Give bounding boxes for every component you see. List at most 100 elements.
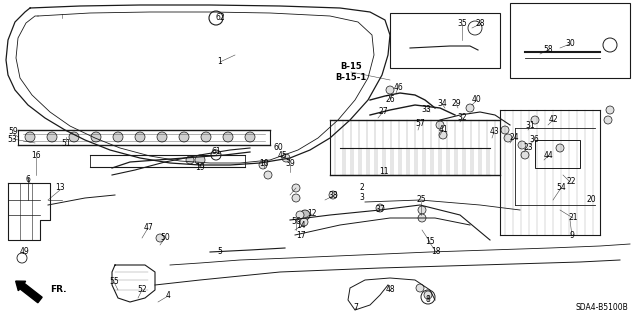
Circle shape <box>329 191 337 199</box>
Text: 10: 10 <box>259 160 269 168</box>
Text: 6: 6 <box>26 175 31 184</box>
Circle shape <box>69 132 79 142</box>
Text: 8: 8 <box>426 295 430 305</box>
Text: 11: 11 <box>380 167 388 176</box>
Circle shape <box>606 106 614 114</box>
Circle shape <box>386 86 394 94</box>
Text: 35: 35 <box>457 19 467 28</box>
Circle shape <box>195 155 205 165</box>
Text: 42: 42 <box>548 115 558 124</box>
Text: 57: 57 <box>415 120 425 129</box>
Text: 48: 48 <box>385 286 395 294</box>
Text: FR.: FR. <box>50 286 67 294</box>
Circle shape <box>424 291 432 299</box>
Text: 62: 62 <box>215 13 225 23</box>
Circle shape <box>439 131 447 139</box>
Circle shape <box>292 184 300 192</box>
Text: 51: 51 <box>61 138 71 147</box>
Text: 2: 2 <box>360 183 364 192</box>
Text: 9: 9 <box>570 232 575 241</box>
Text: 21: 21 <box>568 213 578 222</box>
Text: 40: 40 <box>472 95 482 105</box>
Text: 38: 38 <box>328 191 338 201</box>
Circle shape <box>416 284 424 292</box>
Text: 28: 28 <box>476 19 484 28</box>
Circle shape <box>135 132 145 142</box>
Circle shape <box>156 234 164 242</box>
Text: 20: 20 <box>586 196 596 204</box>
Circle shape <box>518 141 526 149</box>
Circle shape <box>201 132 211 142</box>
Circle shape <box>531 116 539 124</box>
Text: 31: 31 <box>525 122 535 130</box>
Circle shape <box>264 171 272 179</box>
Text: 24: 24 <box>509 133 519 143</box>
Circle shape <box>223 132 233 142</box>
Text: 60: 60 <box>273 144 283 152</box>
Text: 26: 26 <box>385 95 395 105</box>
Text: 46: 46 <box>393 84 403 93</box>
Text: 45: 45 <box>278 151 288 160</box>
Text: 37: 37 <box>375 205 385 214</box>
Text: 15: 15 <box>425 238 435 247</box>
Circle shape <box>157 132 167 142</box>
Circle shape <box>501 126 509 134</box>
Circle shape <box>376 204 384 212</box>
Text: 29: 29 <box>451 100 461 108</box>
Text: 59: 59 <box>8 127 18 136</box>
Circle shape <box>521 151 529 159</box>
Text: 32: 32 <box>457 114 467 122</box>
Text: 49: 49 <box>19 248 29 256</box>
Text: 4: 4 <box>166 292 170 300</box>
Text: SDA4-B5100B: SDA4-B5100B <box>575 303 628 313</box>
Circle shape <box>300 218 308 226</box>
Text: 54: 54 <box>556 183 566 192</box>
Circle shape <box>504 134 512 142</box>
Text: 43: 43 <box>489 128 499 137</box>
FancyArrow shape <box>16 281 42 303</box>
Circle shape <box>113 132 123 142</box>
Circle shape <box>296 211 304 219</box>
Circle shape <box>300 210 310 220</box>
Text: 3: 3 <box>360 192 364 202</box>
Text: 17: 17 <box>296 231 306 240</box>
Text: 47: 47 <box>143 224 153 233</box>
Text: 25: 25 <box>416 196 426 204</box>
Circle shape <box>418 206 426 214</box>
Text: 16: 16 <box>31 151 41 160</box>
Text: 44: 44 <box>544 151 554 160</box>
Circle shape <box>418 214 426 222</box>
Text: 50: 50 <box>160 234 170 242</box>
Text: 30: 30 <box>565 40 575 48</box>
Text: 56: 56 <box>291 218 301 226</box>
Circle shape <box>604 116 612 124</box>
Circle shape <box>466 104 474 112</box>
Circle shape <box>25 132 35 142</box>
Text: 55: 55 <box>109 278 119 286</box>
Circle shape <box>47 132 57 142</box>
Text: 36: 36 <box>529 136 539 145</box>
Text: 18: 18 <box>431 248 441 256</box>
Text: 39: 39 <box>285 160 295 168</box>
Text: 34: 34 <box>437 100 447 108</box>
Text: 27: 27 <box>378 108 388 116</box>
Circle shape <box>556 144 564 152</box>
Circle shape <box>179 132 189 142</box>
Text: 23: 23 <box>523 144 533 152</box>
Circle shape <box>91 132 101 142</box>
Circle shape <box>245 132 255 142</box>
Text: 61: 61 <box>211 147 221 157</box>
Text: 14: 14 <box>296 221 306 231</box>
Circle shape <box>282 154 290 162</box>
Text: 52: 52 <box>137 286 147 294</box>
Text: 1: 1 <box>218 57 222 66</box>
Text: 41: 41 <box>438 125 448 135</box>
Circle shape <box>292 194 300 202</box>
Text: 19: 19 <box>195 164 205 173</box>
Text: 12: 12 <box>307 210 317 219</box>
Text: 22: 22 <box>566 177 576 187</box>
Text: 13: 13 <box>55 183 65 192</box>
Text: 5: 5 <box>218 248 223 256</box>
Text: B-15
B-15-1: B-15 B-15-1 <box>335 62 367 82</box>
Text: 7: 7 <box>353 303 358 313</box>
